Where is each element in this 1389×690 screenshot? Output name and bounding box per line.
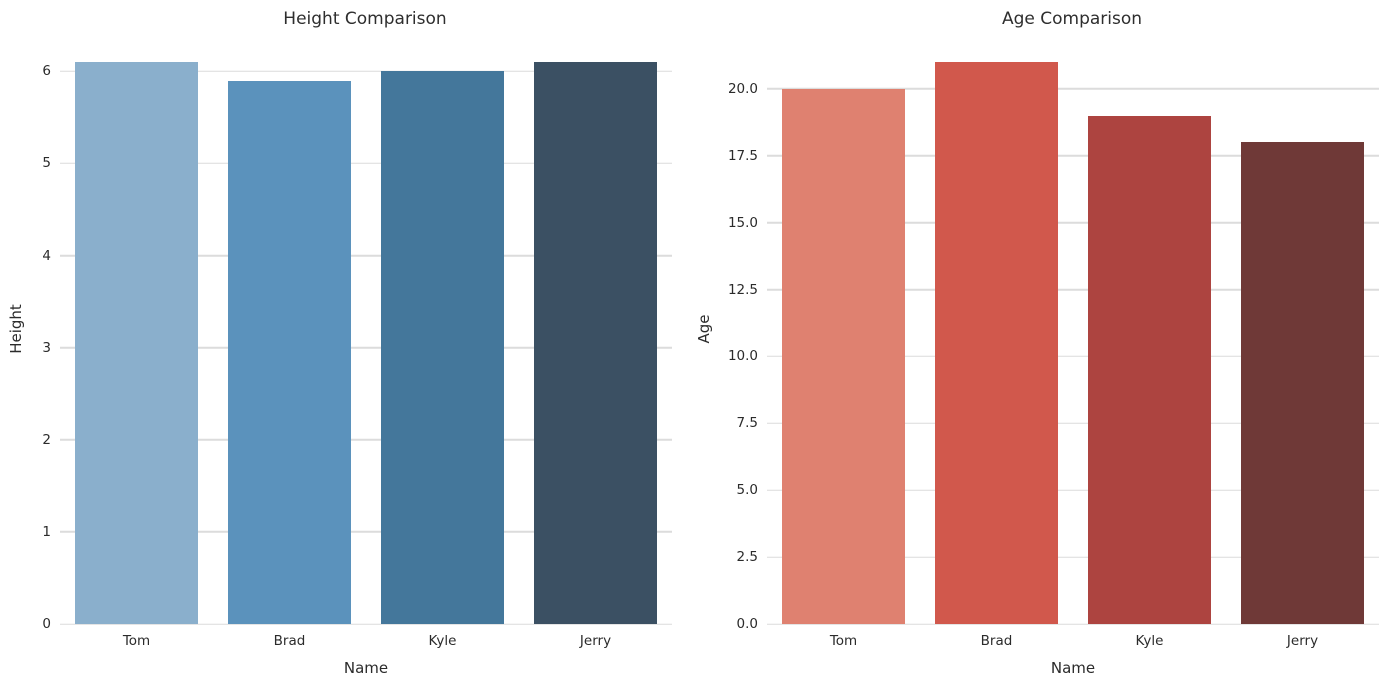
y-tick-label: 0.0 xyxy=(736,616,758,632)
age-x-axis-label: Name xyxy=(1050,659,1096,677)
bar-jerry-height xyxy=(534,62,657,624)
height-x-axis-label: Name xyxy=(343,659,389,677)
y-tick-label: 1 xyxy=(42,523,51,540)
gridline xyxy=(767,88,1379,90)
x-tick-label: Tom xyxy=(829,633,858,649)
y-tick-label: 3 xyxy=(42,339,51,356)
gridline xyxy=(767,288,1379,291)
height-y-axis-label: Height xyxy=(7,304,25,354)
y-tick-label: 2.5 xyxy=(736,549,758,566)
height-chart-plot-area: 0 1 2 3 4 5 6 Tom Brad Kyle Jerry xyxy=(42,34,672,649)
gridline xyxy=(60,254,672,257)
bar-tom-height xyxy=(75,62,198,624)
y-tick-label: 5 xyxy=(42,155,51,172)
y-tick-label: 2 xyxy=(42,431,51,448)
gridline xyxy=(60,439,672,441)
gridline xyxy=(767,221,1379,224)
y-tick-label: 12.5 xyxy=(727,281,758,298)
gridline xyxy=(767,556,1379,558)
bar-tom-age xyxy=(782,88,905,624)
gridline xyxy=(767,422,1379,425)
bar-kyle-height xyxy=(381,71,504,624)
x-tick-label: Kyle xyxy=(428,633,457,649)
y-tick-label: 15.0 xyxy=(727,214,758,231)
x-tick-label: Jerry xyxy=(1286,633,1319,649)
x-tick-label: Brad xyxy=(273,633,306,649)
gridline xyxy=(767,489,1379,491)
x-tick-label: Kyle xyxy=(1135,633,1164,649)
age-chart-plot-area: 0.0 2.5 5.0 7.5 10.0 12.5 15.0 17.5 20.0 Tom Brad K… xyxy=(728,34,1379,649)
y-tick-label: 17.5 xyxy=(727,147,758,164)
gridline xyxy=(767,623,1379,625)
x-tick-label: Brad xyxy=(980,633,1013,649)
bar-brad-age xyxy=(935,62,1058,624)
gridline xyxy=(60,70,672,73)
age-y-axis-label: Age xyxy=(695,314,713,344)
bar-kyle-age xyxy=(1088,115,1211,624)
x-tick-label: Jerry xyxy=(579,633,612,649)
bar-brad-height xyxy=(228,80,351,624)
y-tick-label: 5.0 xyxy=(736,482,758,499)
gridline xyxy=(60,346,672,349)
y-tick-label: 20.0 xyxy=(727,80,758,97)
bar-jerry-age xyxy=(1241,142,1364,624)
age-chart-title: Age Comparison xyxy=(1001,9,1143,29)
y-tick-label: 10.0 xyxy=(727,348,758,365)
gridline xyxy=(767,355,1379,358)
y-tick-label: 7.5 xyxy=(736,415,758,432)
gridline xyxy=(60,623,672,625)
height-chart-title: Height Comparison xyxy=(283,9,447,29)
y-tick-label: 6 xyxy=(42,63,51,80)
gridline xyxy=(767,155,1379,157)
gridline xyxy=(60,162,672,165)
x-tick-label: Tom xyxy=(122,633,151,649)
gridline xyxy=(60,531,672,533)
y-tick-label: 0 xyxy=(42,616,51,632)
y-tick-label: 4 xyxy=(42,247,51,264)
